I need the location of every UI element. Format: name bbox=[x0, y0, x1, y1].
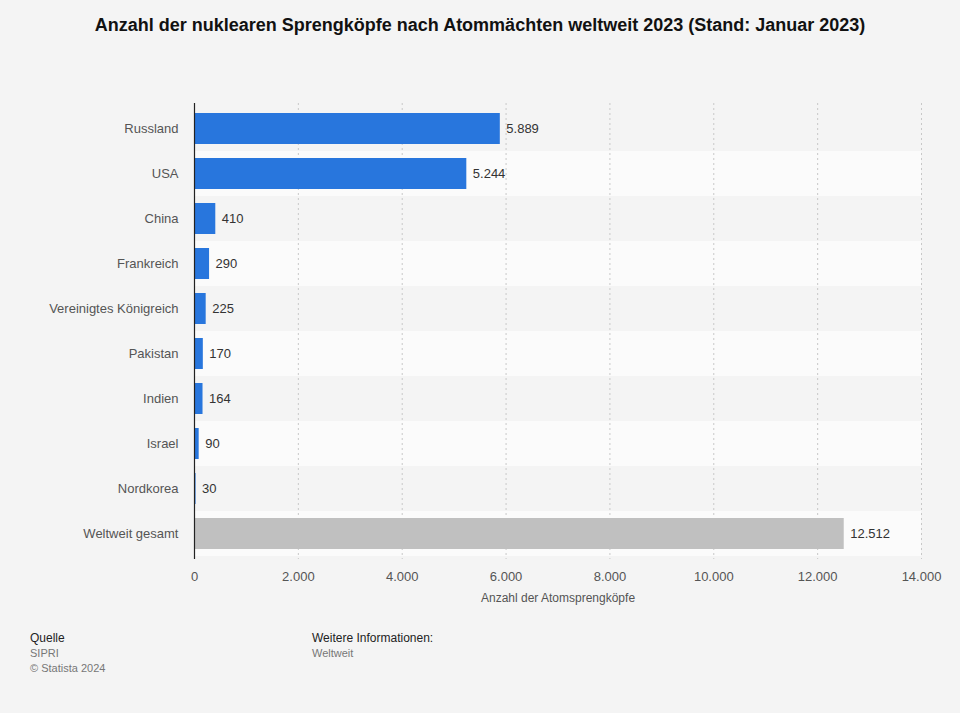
svg-text:Nordkorea: Nordkorea bbox=[118, 481, 179, 496]
html-text:Weltweit: Weltweit bbox=[312, 647, 354, 659]
svg-text:5.889: 5.889 bbox=[506, 121, 539, 136]
svg-text:Israel: Israel bbox=[147, 436, 179, 451]
svg-text:12.512: 12.512 bbox=[850, 526, 890, 541]
svg-text:2.000: 2.000 bbox=[282, 569, 315, 584]
html-text:Weitere Informationen:: Weitere Informationen: bbox=[312, 631, 434, 645]
svg-text:4.000: 4.000 bbox=[386, 569, 419, 584]
svg-text:30: 30 bbox=[202, 481, 216, 496]
html-text:© Statista 2024: © Statista 2024 bbox=[30, 662, 106, 674]
svg-text:170: 170 bbox=[209, 346, 231, 361]
svg-text:0: 0 bbox=[191, 569, 198, 584]
html-text:Anzahl der nuklearen Sprengköp: Anzahl der nuklearen Sprengköpfe nach At… bbox=[94, 15, 866, 35]
svg-text:90: 90 bbox=[205, 436, 219, 451]
svg-text:Frankreich: Frankreich bbox=[117, 256, 178, 271]
svg-text:10.000: 10.000 bbox=[694, 569, 734, 584]
svg-text:8.000: 8.000 bbox=[594, 569, 627, 584]
svg-text:14.000: 14.000 bbox=[902, 569, 942, 584]
svg-text:5.244: 5.244 bbox=[473, 166, 506, 181]
svg-text:Indien: Indien bbox=[143, 391, 178, 406]
svg-text:164: 164 bbox=[209, 391, 231, 406]
svg-text:China: China bbox=[145, 211, 180, 226]
svg-text:USA: USA bbox=[152, 166, 179, 181]
svg-text:12.000: 12.000 bbox=[798, 569, 838, 584]
svg-text:410: 410 bbox=[222, 211, 244, 226]
html-text:SIPRI: SIPRI bbox=[30, 647, 59, 659]
html-text:Quelle: Quelle bbox=[30, 631, 65, 645]
svg-text:Russland: Russland bbox=[124, 121, 178, 136]
svg-text:Anzahl der Atomsprengköpfe: Anzahl der Atomsprengköpfe bbox=[481, 591, 635, 605]
svg-text:225: 225 bbox=[212, 301, 234, 316]
svg-text:Pakistan: Pakistan bbox=[129, 346, 179, 361]
svg-text:6.000: 6.000 bbox=[490, 569, 523, 584]
svg-text:Weltweit gesamt: Weltweit gesamt bbox=[83, 526, 179, 541]
svg-text:Vereinigtes Königreich: Vereinigtes Königreich bbox=[49, 301, 178, 316]
svg-text:290: 290 bbox=[216, 256, 238, 271]
